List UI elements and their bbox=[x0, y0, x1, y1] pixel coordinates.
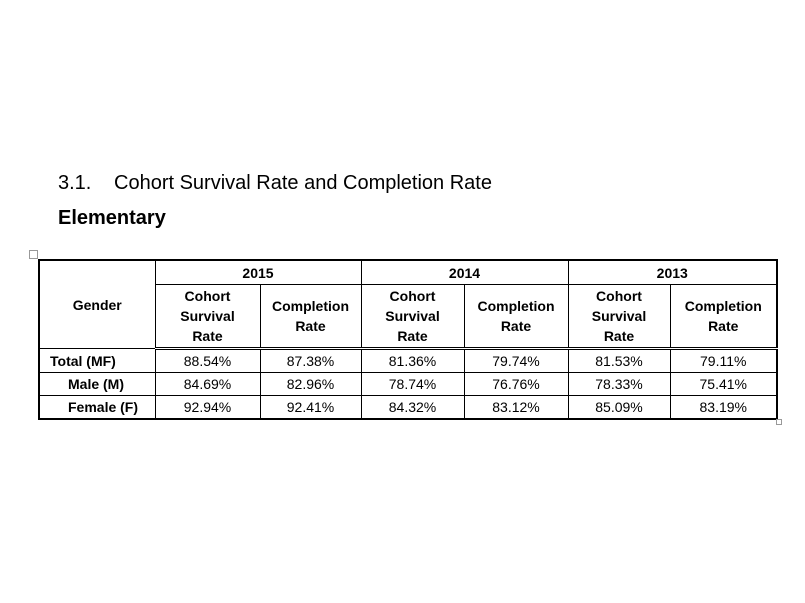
cell: 92.94% bbox=[154, 395, 261, 420]
column-header: Cohort Survival Rate bbox=[154, 284, 261, 350]
column-header-text: Completion Rate bbox=[477, 298, 555, 334]
column-header: Cohort Survival Rate bbox=[567, 284, 671, 350]
subheading: Elementary bbox=[58, 207, 166, 229]
cell: 82.96% bbox=[259, 372, 362, 396]
row-label: Male (M) bbox=[38, 372, 156, 396]
column-header: Completion Rate bbox=[259, 284, 362, 350]
cell: 75.41% bbox=[669, 372, 778, 396]
table-handle[interactable] bbox=[29, 250, 38, 259]
cell: 78.33% bbox=[567, 372, 671, 396]
cell: 87.38% bbox=[259, 348, 362, 373]
data-row: Total (MF) 88.54% 87.38% 81.36% 79.74% 81.53%… bbox=[38, 348, 778, 373]
row-label: Total (MF) bbox=[38, 348, 156, 373]
cell: 92.41% bbox=[259, 395, 362, 420]
cell: 81.53% bbox=[567, 348, 671, 373]
rates-table: Gender 2015 2014 2013 Cohort Survival Rate Co… bbox=[38, 259, 778, 420]
column-header-text: Cohort Survival Rate bbox=[591, 288, 647, 344]
cell: 78.74% bbox=[360, 372, 465, 396]
cell: 88.54% bbox=[154, 348, 261, 373]
section-number: 3.1. bbox=[58, 172, 92, 194]
column-header: Completion Rate bbox=[669, 284, 778, 350]
header-row: Gender 2015 2014 2013 bbox=[38, 259, 778, 349]
cell: 79.11% bbox=[669, 348, 778, 373]
cell: 83.12% bbox=[463, 395, 569, 420]
year-header: 2013 bbox=[567, 259, 778, 285]
section-title: Cohort Survival Rate and Completion Rate bbox=[114, 172, 492, 194]
year-header: 2015 bbox=[154, 259, 362, 285]
column-header-text: Completion Rate bbox=[272, 298, 349, 334]
cell: 84.32% bbox=[360, 395, 465, 420]
row-label: Female (F) bbox=[38, 395, 156, 420]
cell: 83.19% bbox=[669, 395, 778, 420]
cell: 84.69% bbox=[154, 372, 261, 396]
gender-header: Gender bbox=[38, 259, 156, 349]
column-header-text: Completion Rate bbox=[684, 298, 762, 334]
column-header: Completion Rate bbox=[463, 284, 569, 350]
section-heading: 3.1. Cohort Survival Rate and Completion … bbox=[58, 172, 492, 195]
cell: 79.74% bbox=[463, 348, 569, 373]
column-header-text: Cohort Survival Rate bbox=[385, 288, 440, 344]
cell: 81.36% bbox=[360, 348, 465, 373]
data-row: Male (M) 84.69% 82.96% 78.74% 76.76% 78.33% 75… bbox=[38, 372, 778, 396]
table-resize-handle[interactable] bbox=[776, 419, 782, 425]
column-header-text: Cohort Survival Rate bbox=[180, 288, 235, 344]
data-row: Female (F) 92.94% 92.41% 84.32% 83.12% 85.09%… bbox=[38, 395, 778, 420]
subheader-row: Cohort Survival Rate Completion Rate Cohor… bbox=[39, 284, 778, 350]
year-header: 2014 bbox=[360, 259, 569, 285]
cell: 85.09% bbox=[567, 395, 671, 420]
cell: 76.76% bbox=[463, 372, 569, 396]
column-header: Cohort Survival Rate bbox=[360, 284, 465, 350]
